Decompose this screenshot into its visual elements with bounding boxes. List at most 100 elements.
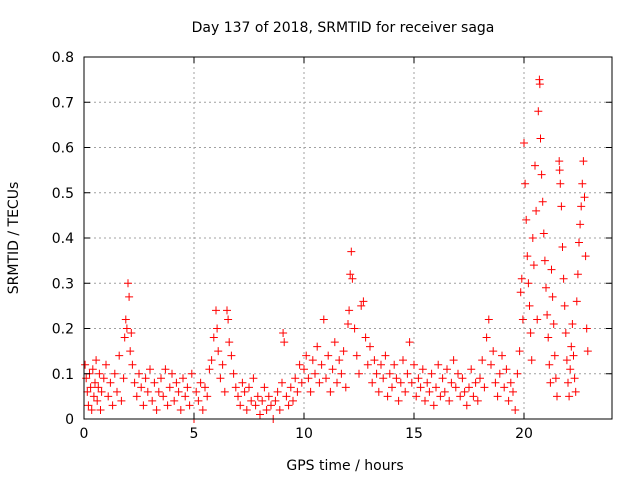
data-point [308, 356, 317, 365]
y-tick-label: 0.7 [52, 95, 74, 111]
data-point [576, 220, 585, 229]
data-point [476, 374, 484, 383]
data-point [570, 374, 579, 383]
data-point [163, 401, 172, 410]
data-point [346, 270, 355, 279]
data-point [517, 274, 526, 283]
data-point [385, 369, 394, 378]
data-point [121, 315, 130, 324]
data-point [176, 405, 185, 414]
data-point [132, 392, 141, 401]
data-point [555, 157, 564, 166]
data-point [220, 387, 229, 396]
data-point [348, 274, 357, 283]
data-point [583, 347, 592, 356]
y-tick-label: 0.1 [52, 367, 74, 383]
data-point [564, 378, 572, 387]
data-point [487, 360, 495, 369]
data-point [260, 383, 269, 392]
data-point [425, 387, 434, 396]
data-point [104, 392, 113, 401]
data-point [339, 347, 348, 356]
data-point [359, 297, 368, 306]
data-point [372, 369, 381, 378]
data-point [135, 369, 143, 378]
data-point [130, 378, 139, 387]
data-point [536, 134, 545, 143]
data-point [526, 329, 535, 338]
data-point [535, 80, 544, 89]
y-tick-label: 0.6 [52, 141, 74, 157]
data-point [460, 387, 469, 396]
data-point [498, 351, 506, 360]
data-point [150, 378, 159, 387]
data-point [540, 256, 549, 265]
data-point [185, 401, 194, 410]
data-point [562, 356, 571, 365]
x-tick-label: 20 [515, 426, 533, 442]
data-point [560, 301, 569, 310]
data-point [315, 378, 324, 387]
data-point [87, 405, 96, 414]
data-point [429, 401, 438, 410]
data-point [317, 360, 326, 369]
data-point [238, 378, 247, 387]
data-point [128, 360, 137, 369]
data-point [311, 369, 319, 378]
data-point [264, 392, 273, 401]
data-point [418, 365, 427, 374]
data-point [172, 378, 181, 387]
data-point [504, 396, 513, 405]
data-point [165, 383, 174, 392]
data-point [124, 279, 132, 288]
data-point [93, 396, 102, 405]
data-points [81, 75, 592, 423]
data-point [532, 206, 541, 215]
data-point [518, 315, 527, 324]
x-tick-label: 15 [405, 426, 423, 442]
data-point [523, 252, 532, 261]
data-point [159, 392, 168, 401]
data-point [95, 369, 104, 378]
data-point [110, 369, 119, 378]
data-point [183, 383, 192, 392]
x-tick-label: 0 [80, 426, 89, 442]
data-point [143, 387, 152, 396]
data-point [465, 383, 473, 392]
y-tick-label: 0.5 [52, 186, 74, 202]
data-point [575, 238, 583, 247]
data-point [106, 378, 115, 387]
data-point [568, 319, 577, 328]
data-point [412, 392, 421, 401]
data-point [403, 369, 412, 378]
data-point [374, 387, 383, 396]
data-point [209, 333, 218, 342]
data-point [213, 324, 222, 333]
data-point [293, 387, 302, 396]
data-point [344, 319, 352, 328]
data-point [407, 378, 416, 387]
data-point [306, 387, 315, 396]
data-point [91, 378, 99, 387]
data-point [454, 369, 462, 378]
data-point [86, 383, 95, 392]
data-point [580, 193, 589, 202]
data-point [361, 333, 370, 342]
data-point [326, 387, 335, 396]
data-point [113, 387, 121, 396]
data-point [579, 157, 588, 166]
data-point [280, 338, 289, 347]
data-point [423, 378, 432, 387]
data-point [99, 374, 108, 383]
data-point [126, 347, 135, 356]
data-point [520, 138, 528, 147]
data-point [122, 324, 131, 333]
data-point [434, 360, 443, 369]
data-point [462, 401, 471, 410]
data-point [421, 396, 429, 405]
data-point [278, 378, 286, 387]
data-point [291, 374, 300, 383]
data-point [561, 329, 570, 338]
data-point [97, 387, 106, 396]
